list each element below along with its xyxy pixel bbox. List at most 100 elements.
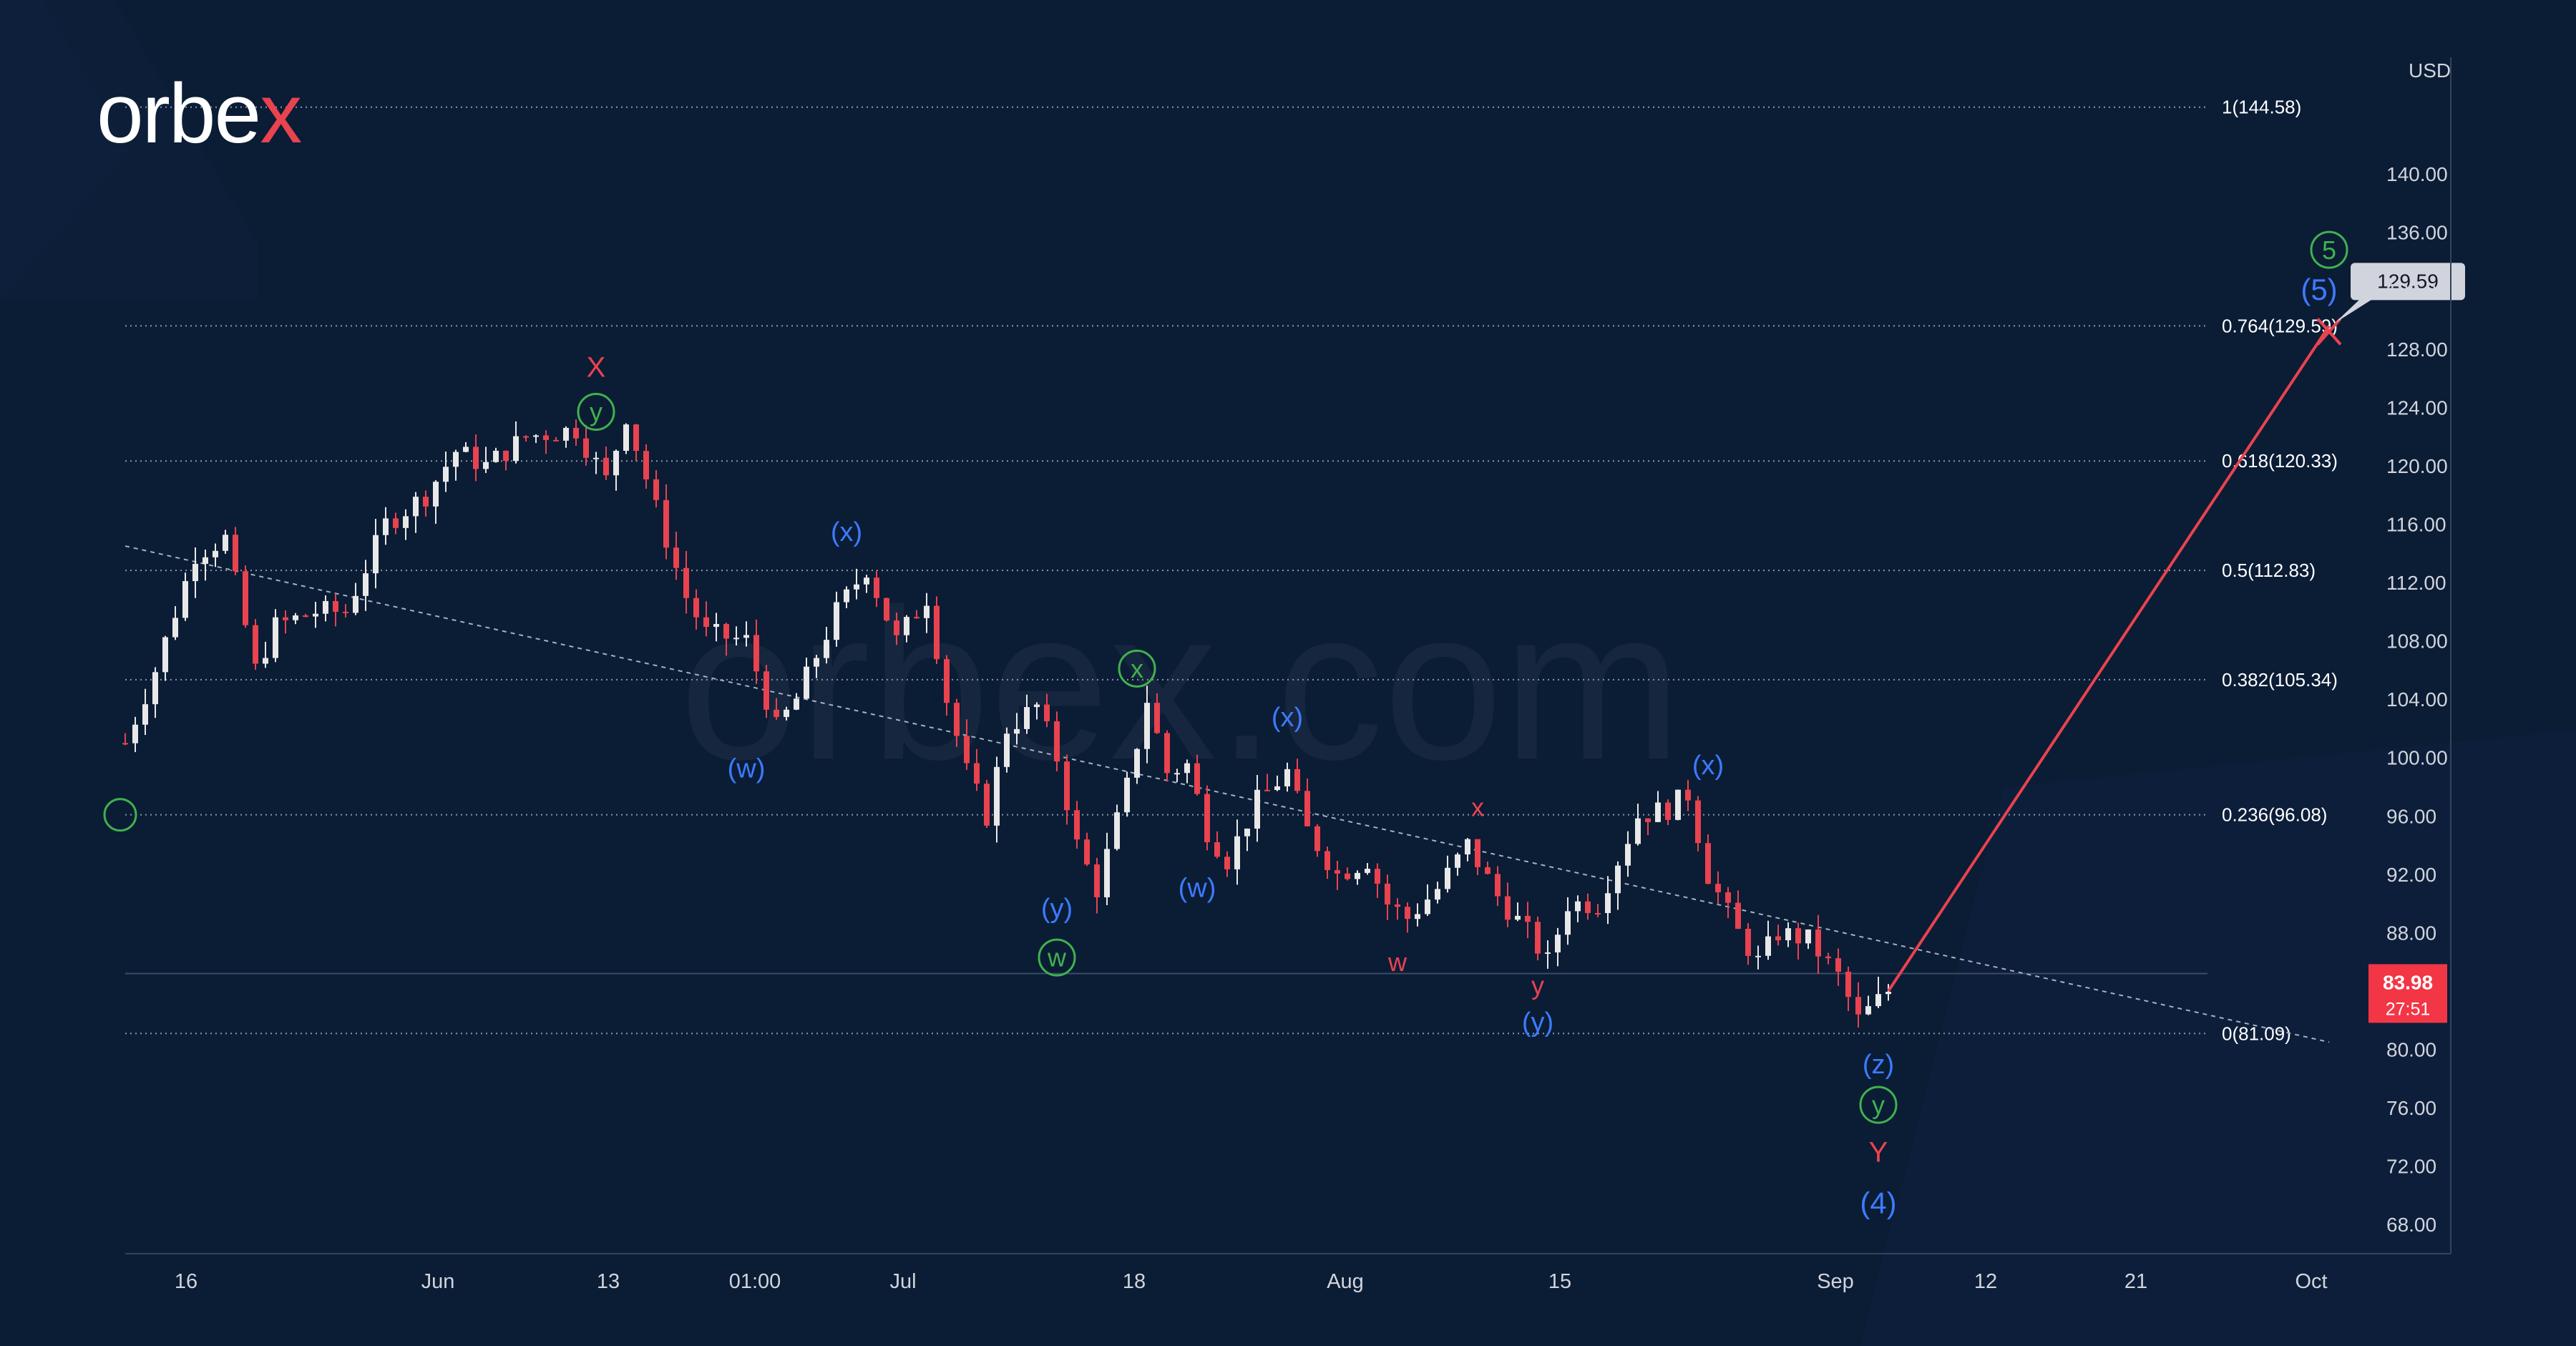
price-tag-value: 83.98 (2383, 971, 2433, 993)
y-tick: 140.00 (2386, 163, 2448, 185)
candle-body (223, 535, 228, 551)
wave-label-16: Y (1869, 1136, 1888, 1168)
candle-body (1034, 704, 1040, 708)
candle-body (1144, 703, 1150, 749)
current-price-tag: 83.98 27:51 (2368, 964, 2447, 1023)
candle-body (1314, 826, 1320, 852)
candle-body (1425, 899, 1430, 915)
candle-body (824, 640, 829, 658)
candle-body (1435, 889, 1440, 900)
candle-body (1745, 929, 1751, 956)
candle-body (323, 600, 328, 614)
candle-body (924, 605, 930, 618)
candle-body (954, 703, 960, 736)
x-tick: Aug (1327, 1270, 1364, 1293)
candle-body (974, 763, 980, 784)
y-tick: 132.00 (2386, 280, 2448, 302)
orbex-logo: orbex (97, 72, 302, 156)
candle-body (1645, 818, 1651, 822)
y-tick: 68.00 (2386, 1214, 2436, 1236)
fib-label-0.764: 0.764(129.59) (2222, 315, 2338, 336)
projection: 129.59 (103, 263, 2465, 993)
candle-body (934, 605, 940, 660)
candle-body (1094, 864, 1100, 897)
candle-body (1244, 828, 1250, 837)
x-tick: 13 (597, 1270, 620, 1293)
candle-body (1104, 849, 1110, 897)
candle-body (904, 617, 909, 635)
candle-body (213, 550, 218, 557)
target-marker-stroke-2 (2316, 318, 2342, 346)
candle-body (493, 450, 499, 462)
candle-body (363, 573, 369, 596)
wave-label-4: x (1131, 654, 1143, 683)
candle-body (663, 499, 669, 548)
candle-body (142, 704, 148, 725)
candle-body (483, 462, 489, 469)
wave-circle-4 (1118, 649, 1156, 688)
candle-body (1365, 869, 1370, 873)
fibonacci-levels: 1(144.58)0.764(129.59)0.618(120.33)0.5(1… (125, 97, 2338, 1044)
candle-body (273, 617, 278, 658)
candle-body (834, 602, 839, 640)
y-tick: 92.00 (2386, 864, 2436, 886)
fib-label-0.236: 0.236(96.08) (2222, 804, 2327, 826)
candle-body (894, 620, 899, 635)
candle-body (1735, 902, 1741, 930)
x-tick: 16 (175, 1270, 197, 1293)
y-tick: 112.00 (2386, 572, 2446, 594)
candle-body (703, 617, 709, 628)
candle-body (473, 447, 479, 469)
trend-line (125, 545, 2330, 1043)
candle-body (1545, 952, 1551, 954)
wave-label-3: (w) (728, 754, 766, 784)
wave-circle-18 (2310, 230, 2348, 269)
candle-body (413, 497, 419, 517)
logo-text: orbe (97, 67, 261, 161)
candle-body (313, 613, 318, 617)
wave-label-8: (w) (1179, 874, 1216, 904)
candle-body (1865, 1006, 1871, 1015)
wave-label-7: (x) (1272, 703, 1303, 733)
candle-body (1074, 810, 1080, 840)
y-tick: 88.00 (2386, 922, 2436, 944)
candle-body (283, 617, 288, 620)
candle-body (1274, 786, 1280, 791)
candle-body (393, 518, 399, 528)
candle-body (513, 436, 519, 462)
candle-body (784, 709, 789, 717)
candle-body (814, 658, 819, 667)
candle-body (1335, 869, 1340, 874)
x-axis-ticks: 16 Jun 13 01:00 Jul 18 Aug 15 Sep 12 21 Oct (175, 1270, 2328, 1293)
x-tick: 21 (2124, 1270, 2147, 1293)
wave-label-6: w (1047, 943, 1067, 972)
currency-label: USD (2409, 59, 2451, 82)
candle-body (563, 427, 569, 441)
candle-body (192, 563, 198, 582)
candle-body (1304, 791, 1310, 826)
candle-body (984, 784, 990, 826)
candle-body (713, 623, 719, 628)
candle-body (603, 457, 609, 476)
candle-body (1204, 794, 1210, 842)
logo-x: x (260, 67, 302, 161)
wave-label-17: (4) (1860, 1186, 1896, 1219)
candle-body (1665, 802, 1671, 820)
wave-label-2: (x) (831, 517, 862, 547)
y-tick: 116.00 (2386, 513, 2446, 535)
candle-body (874, 577, 879, 598)
candle-body (1234, 836, 1240, 869)
candle-body (293, 615, 298, 620)
candle-body (1415, 914, 1420, 920)
y-tick: 96.00 (2386, 805, 2436, 827)
candle-body (763, 671, 769, 710)
candle-body (884, 598, 889, 621)
candle-body (1114, 812, 1120, 849)
wave-label-14: (z) (1863, 1050, 1894, 1080)
candle-body (1815, 929, 1821, 957)
x-tick: Oct (2295, 1270, 2327, 1293)
candle-body (1485, 867, 1491, 874)
candle-body (1525, 915, 1531, 922)
candle-body (944, 659, 950, 703)
candle-body (1625, 844, 1631, 866)
